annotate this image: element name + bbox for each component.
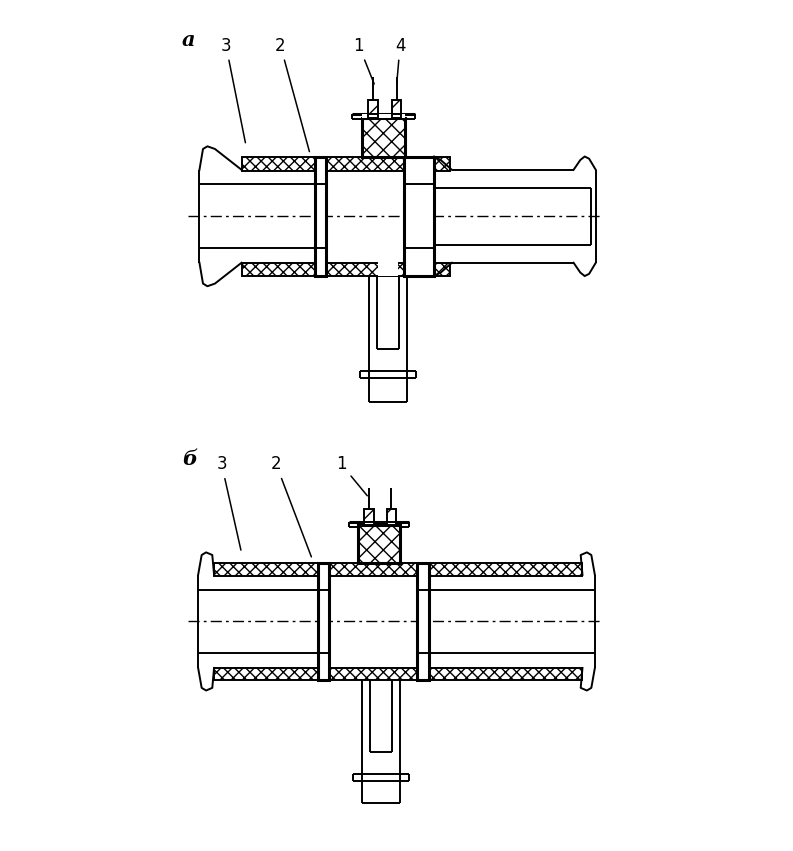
Bar [417, 563, 429, 680]
Bar [242, 157, 450, 171]
Bar [392, 114, 401, 117]
Text: 1: 1 [336, 455, 367, 496]
Text: б: б [182, 448, 197, 469]
Text: 3: 3 [220, 37, 245, 143]
Text: 4: 4 [395, 37, 405, 83]
Bar [392, 100, 401, 114]
Bar [315, 157, 326, 276]
Bar [368, 100, 378, 114]
Bar [378, 250, 398, 277]
Bar [386, 523, 396, 525]
Bar [362, 117, 405, 157]
Bar [318, 563, 329, 680]
Bar [370, 276, 406, 403]
Text: 1: 1 [354, 37, 374, 84]
Bar [198, 575, 215, 667]
Bar [365, 523, 374, 525]
Bar [386, 509, 396, 523]
Bar [452, 170, 596, 262]
Bar [242, 263, 450, 276]
Bar [358, 525, 400, 563]
Text: 2: 2 [275, 37, 309, 151]
Bar [214, 668, 583, 680]
Bar [365, 509, 374, 523]
Bar [404, 157, 434, 276]
Text: 2: 2 [270, 455, 312, 557]
Text: 3: 3 [216, 455, 241, 550]
Bar [362, 114, 405, 117]
Bar [200, 170, 242, 262]
Text: a: a [182, 31, 195, 50]
Bar [214, 563, 583, 576]
Bar [583, 575, 595, 667]
Bar [368, 114, 378, 117]
